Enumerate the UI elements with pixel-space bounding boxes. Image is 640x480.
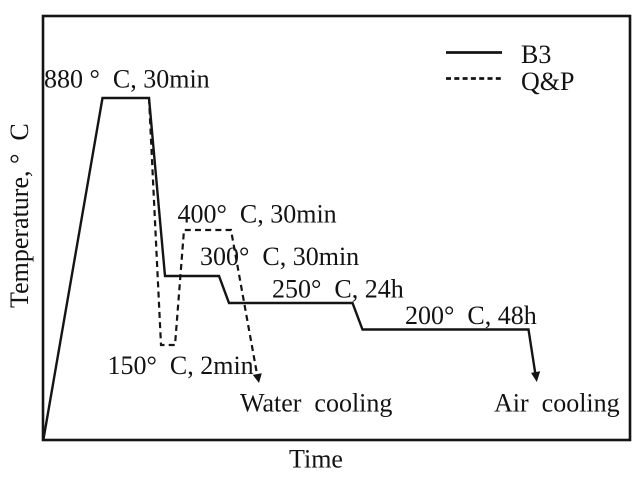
svg-text:Water cooling: Water cooling: [240, 389, 392, 418]
svg-text:400° C, 30min: 400° C, 30min: [178, 200, 337, 229]
svg-text:250° C, 24h: 250° C, 24h: [272, 275, 404, 304]
svg-text:Q&P: Q&P: [521, 67, 574, 96]
svg-text:Temperature, ° C: Temperature, ° C: [5, 123, 34, 308]
svg-text:Time: Time: [289, 445, 343, 474]
svg-text:880 ° C, 30min: 880 ° C, 30min: [44, 65, 210, 94]
svg-text:200° C, 48h: 200° C, 48h: [405, 301, 537, 330]
svg-text:150° C, 2min: 150° C, 2min: [108, 351, 254, 380]
svg-text:Air cooling: Air cooling: [494, 389, 620, 418]
svg-text:B3: B3: [521, 40, 551, 69]
svg-text:300° C, 30min: 300° C, 30min: [200, 242, 359, 271]
